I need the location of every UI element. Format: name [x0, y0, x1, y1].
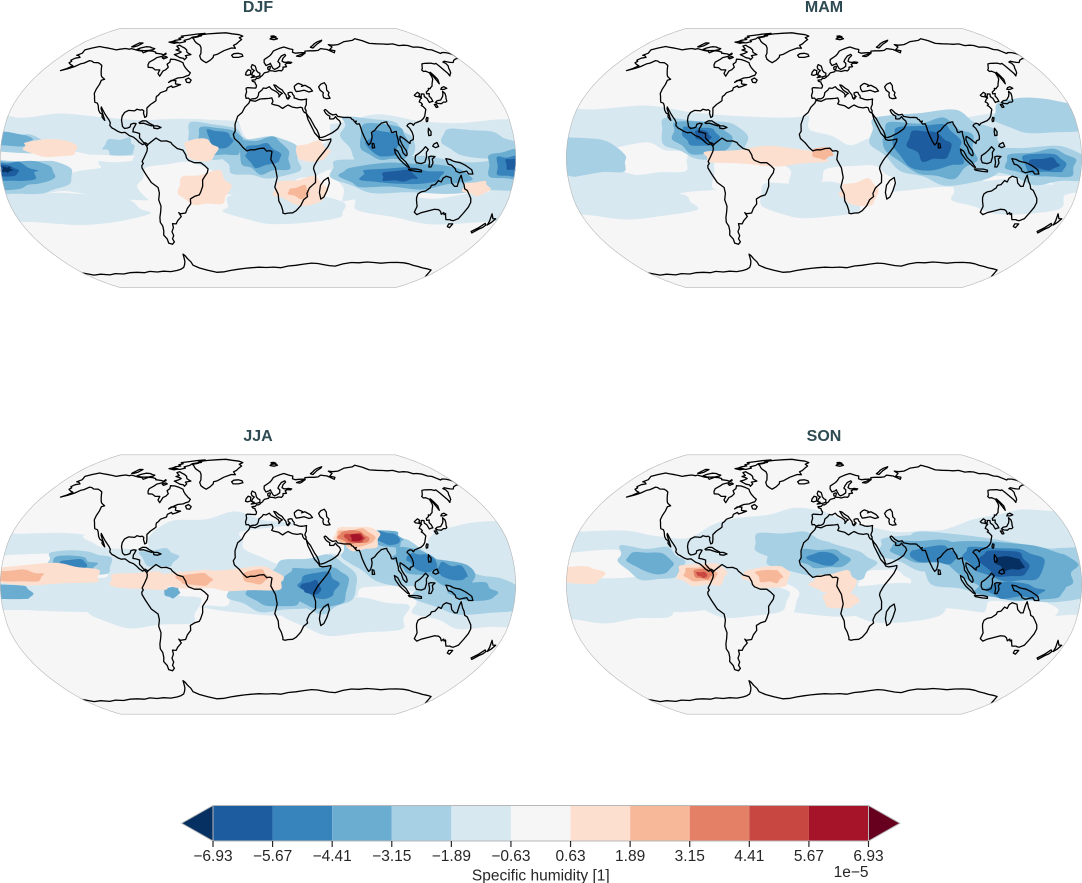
svg-text:5.67: 5.67 [794, 848, 824, 865]
svg-text:1e−5: 1e−5 [834, 864, 869, 881]
svg-text:−4.41: −4.41 [313, 848, 352, 865]
svg-text:−6.93: −6.93 [193, 848, 232, 865]
svg-text:DJF: DJF [243, 0, 273, 16]
svg-text:Specific humidity [1]: Specific humidity [1] [472, 868, 610, 883]
svg-text:MAM: MAM [805, 0, 843, 16]
svg-text:6.93: 6.93 [853, 848, 883, 865]
svg-text:−5.67: −5.67 [253, 848, 292, 865]
svg-text:4.41: 4.41 [734, 848, 764, 865]
svg-text:1.89: 1.89 [615, 848, 645, 865]
svg-text:−0.63: −0.63 [491, 848, 530, 865]
svg-text:3.15: 3.15 [675, 848, 705, 865]
svg-text:−3.15: −3.15 [372, 848, 411, 865]
svg-text:SON: SON [807, 428, 842, 445]
svg-text:JJA: JJA [243, 428, 273, 445]
svg-text:0.63: 0.63 [555, 848, 585, 865]
svg-text:−1.89: −1.89 [432, 848, 471, 865]
